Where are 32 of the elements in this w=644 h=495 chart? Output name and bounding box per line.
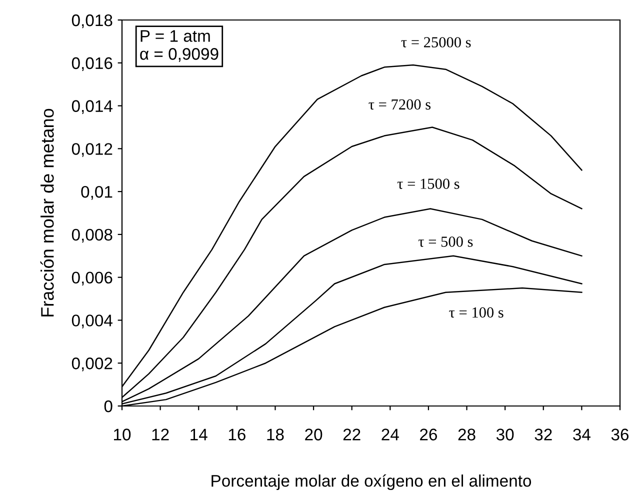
- x-tick-label: 32: [534, 428, 552, 440]
- annotation: P = 1 atm α = 0,9099: [140, 30, 218, 62]
- x-tick-label: 14: [190, 428, 208, 440]
- x-axis-title: Porcentaje molar de oxígeno en el alimento: [212, 474, 532, 490]
- y-tick-label: 0: [104, 400, 112, 412]
- y-axis-title: Fracción molar de metano: [40, 108, 54, 316]
- x-tick-label: 20: [305, 428, 322, 440]
- y-tick-label: 0,014: [72, 100, 112, 114]
- x-tick-label: 16: [228, 428, 246, 440]
- x-tick-label: 10: [114, 428, 131, 440]
- series-label: τ = 25000 s: [401, 37, 471, 48]
- series-label: τ = 100 s: [449, 307, 504, 318]
- series-label: τ = 7200 s: [368, 99, 431, 110]
- y-tick-label: 0,002: [72, 358, 112, 372]
- x-tick-label: 22: [343, 428, 360, 440]
- x-tick-label: 24: [382, 428, 399, 440]
- x-tick-label: 34: [573, 428, 590, 440]
- y-tick-label: 0,016: [72, 57, 112, 72]
- series-label: τ = 500 s: [418, 236, 473, 247]
- x-tick-label: 12: [152, 428, 169, 440]
- y-tick-label: 0,018: [72, 14, 112, 28]
- x-tick-label: 28: [458, 428, 476, 440]
- y-tick-label: 0,006: [72, 272, 112, 286]
- y-tick-label: 0,008: [72, 228, 112, 243]
- x-tick-label: 36: [611, 428, 629, 440]
- x-tick-label: 30: [496, 428, 514, 440]
- y-tick-label: 0,01: [81, 186, 112, 200]
- x-tick-label: 18: [267, 428, 284, 440]
- y-tick-label: 0,004: [72, 314, 112, 328]
- series-label: τ = 1500 s: [397, 178, 460, 189]
- y-tick-label: 0,012: [72, 143, 112, 157]
- x-tick-label: 26: [420, 428, 437, 440]
